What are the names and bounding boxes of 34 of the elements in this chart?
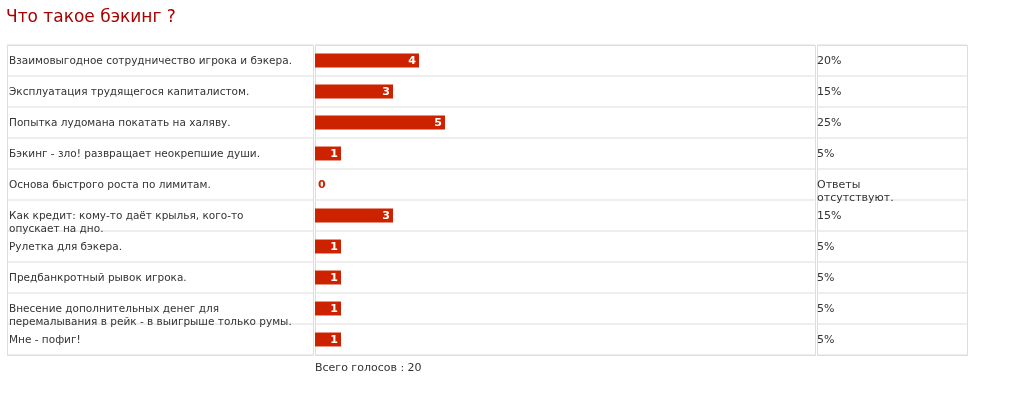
bar — [315, 53, 419, 68]
text: 5% — [817, 146, 835, 160]
y-tick-label: Бэкинг - зло! развращает неокрепшие души. — [9, 146, 261, 159]
y-tick-label: Эксплуатация трудящегося капиталистом. — [9, 84, 250, 97]
y-tick-label: Рулетка для бэкера. — [9, 239, 123, 252]
text: 5% — [817, 270, 835, 284]
data-label: 5 — [434, 115, 442, 129]
y-tick-label: Предбанкротный рывок игрока. — [9, 270, 187, 283]
data-label: 0 — [318, 177, 326, 191]
y-tick-label: Основа быстрого роста по лимитам. — [9, 177, 211, 190]
text: Что такое бэкинг ? — [6, 6, 176, 26]
y-tick-label: Как кредит: кому-то даёт крылья, кого-то опускает на дно. — [9, 208, 244, 234]
data-label: 3 — [382, 208, 390, 222]
text: Ответы отсутствуют. — [817, 177, 894, 204]
text: 15% — [817, 208, 842, 222]
data-label: 1 — [330, 301, 338, 315]
text: 25% — [817, 115, 842, 129]
bar — [315, 115, 445, 130]
data-label: 1 — [330, 270, 338, 284]
text: 5% — [817, 239, 835, 253]
text: Всего голосов : 20 — [315, 361, 422, 374]
data-label: 4 — [408, 53, 417, 67]
y-tick-label: Взаимовыгодное сотрудничество игрока и бэкера. — [9, 53, 292, 66]
data-label: 1 — [330, 146, 338, 160]
text: 5% — [817, 332, 835, 346]
y-tick-label: Мне - пофиг! — [9, 332, 81, 345]
data-label: 1 — [330, 332, 338, 346]
y-tick-label: Попытка лудомана покатать на халяву. — [9, 115, 231, 128]
text: 15% — [817, 84, 842, 98]
text: 5% — [817, 301, 835, 315]
text: 20% — [817, 53, 842, 67]
data-label: 1 — [330, 239, 338, 253]
data-label: 3 — [382, 84, 390, 98]
y-tick-label: Внесение дополнительных денег для перемалывания в рейк - в выигрыше только румы. — [9, 301, 292, 327]
